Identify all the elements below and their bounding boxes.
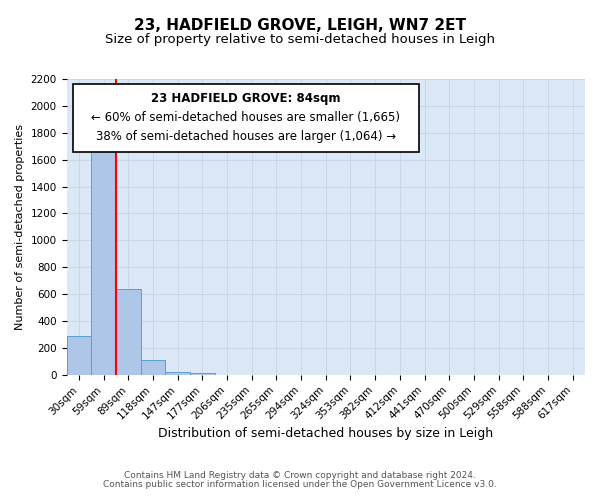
Bar: [91, 142, 116, 375]
Text: Contains public sector information licensed under the Open Government Licence v3: Contains public sector information licen…: [103, 480, 497, 489]
Text: ← 60% of semi-detached houses are smaller (1,665): ← 60% of semi-detached houses are smalle…: [91, 112, 400, 124]
Bar: [165, 372, 190, 375]
Bar: [140, 360, 165, 375]
Bar: [67, 336, 91, 375]
Text: Contains HM Land Registry data © Crown copyright and database right 2024.: Contains HM Land Registry data © Crown c…: [124, 471, 476, 480]
Y-axis label: Number of semi-detached properties: Number of semi-detached properties: [15, 124, 25, 330]
Bar: [116, 289, 140, 375]
X-axis label: Distribution of semi-detached houses by size in Leigh: Distribution of semi-detached houses by …: [158, 427, 493, 440]
Text: 38% of semi-detached houses are larger (1,064) →: 38% of semi-detached houses are larger (…: [96, 130, 396, 143]
Text: Size of property relative to semi-detached houses in Leigh: Size of property relative to semi-detach…: [105, 32, 495, 46]
Text: 23, HADFIELD GROVE, LEIGH, WN7 2ET: 23, HADFIELD GROVE, LEIGH, WN7 2ET: [134, 18, 466, 32]
Bar: [190, 373, 215, 375]
Text: 23 HADFIELD GROVE: 84sqm: 23 HADFIELD GROVE: 84sqm: [151, 92, 341, 106]
